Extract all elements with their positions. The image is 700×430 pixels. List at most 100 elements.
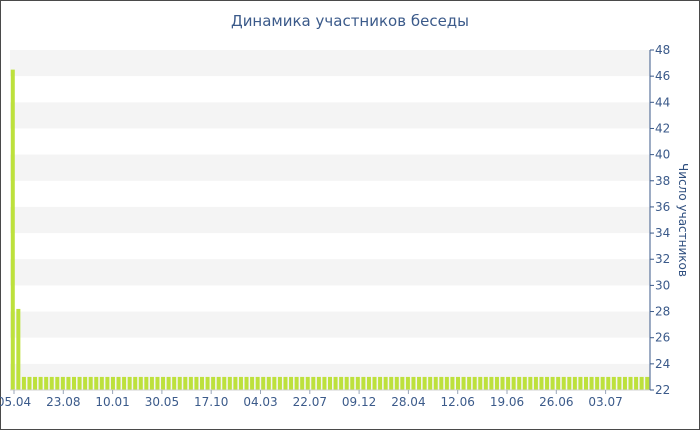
bar <box>361 376 366 390</box>
bar <box>55 376 60 390</box>
bar <box>439 376 444 390</box>
bar <box>645 376 650 390</box>
bar <box>105 376 110 390</box>
x-tick-label: 30.05 <box>145 395 179 409</box>
bar <box>261 376 266 390</box>
bar <box>511 376 516 390</box>
bar <box>611 376 616 390</box>
bar <box>539 376 544 390</box>
bar <box>177 376 182 390</box>
bar <box>149 376 154 390</box>
bar <box>344 376 349 390</box>
bar <box>66 376 71 390</box>
bar <box>38 376 43 390</box>
y-tick-label: 36 <box>655 200 670 214</box>
bar <box>595 376 600 390</box>
x-tick-label: 28.04 <box>391 395 425 409</box>
bar <box>155 376 160 390</box>
y-tick-label: 30 <box>655 278 670 292</box>
bar <box>433 376 438 390</box>
bar <box>166 376 171 390</box>
bar <box>333 376 338 390</box>
bar <box>27 376 32 390</box>
bar <box>44 376 49 390</box>
bar <box>533 376 538 390</box>
x-tick-label: 05.04 <box>0 395 31 409</box>
bar <box>316 376 321 390</box>
bar-series <box>10 69 650 391</box>
bar <box>589 376 594 390</box>
bar <box>133 376 138 390</box>
bar <box>639 376 644 390</box>
bar <box>188 376 193 390</box>
bar <box>272 376 277 390</box>
bar <box>389 376 394 390</box>
bar <box>233 376 238 390</box>
bar <box>350 376 355 390</box>
bar <box>183 376 188 390</box>
bar <box>21 376 26 390</box>
chart-title: Динамика участников беседы <box>230 12 470 30</box>
bar <box>545 376 550 390</box>
bar <box>77 376 82 390</box>
bar <box>567 376 572 390</box>
y-tick-label: 34 <box>655 226 670 240</box>
grid-band <box>10 206 650 234</box>
bar <box>394 376 399 390</box>
bar <box>378 376 383 390</box>
bar <box>110 376 115 390</box>
bar <box>561 376 566 390</box>
bar <box>494 376 499 390</box>
bar <box>250 376 255 390</box>
bar <box>550 376 555 390</box>
bar <box>33 376 38 390</box>
bar <box>444 376 449 390</box>
x-tick-label: 09.12 <box>342 395 376 409</box>
bar <box>144 376 149 390</box>
bar <box>277 376 282 390</box>
bar <box>556 376 561 390</box>
bar <box>205 376 210 390</box>
bar <box>372 376 377 390</box>
bar <box>289 376 294 390</box>
y-tick-label: 40 <box>655 148 670 162</box>
bar <box>584 376 589 390</box>
bar <box>517 376 522 390</box>
bar <box>211 376 216 390</box>
bar <box>383 376 388 390</box>
y-tick-label: 26 <box>655 331 670 345</box>
y-tick-label: 22 <box>655 383 670 397</box>
y-axis-ticks: 22 24 26 28 30 32 34 36 38 40 42 44 46 48 <box>649 43 670 397</box>
y-tick-label: 46 <box>655 69 670 83</box>
bar <box>450 376 455 390</box>
bar <box>472 376 477 390</box>
bar <box>161 376 166 390</box>
grid-bands <box>10 50 650 390</box>
bar <box>400 376 405 390</box>
bar <box>478 376 483 390</box>
bar <box>634 376 639 390</box>
bar <box>522 376 527 390</box>
bar <box>322 376 327 390</box>
bar <box>222 376 227 390</box>
bar <box>606 376 611 390</box>
x-axis-ticks: 05.04 23.08 10.01 30.05 17.10 04.03 22.07 09.12… <box>0 390 623 409</box>
bar <box>244 376 249 390</box>
bar <box>238 376 243 390</box>
bar <box>528 376 533 390</box>
bar <box>172 376 177 390</box>
bar <box>411 376 416 390</box>
bar <box>194 376 199 390</box>
y-tick-label: 32 <box>655 252 670 266</box>
bar <box>300 376 305 390</box>
bar <box>60 376 65 390</box>
bar <box>506 376 511 390</box>
x-tick-label: 22.07 <box>293 395 327 409</box>
bar <box>216 376 221 390</box>
y-tick-label: 48 <box>655 43 670 57</box>
x-tick-label: 23.08 <box>46 395 80 409</box>
x-tick-label: 03.07 <box>588 395 622 409</box>
bar <box>428 376 433 390</box>
bar <box>422 376 427 390</box>
